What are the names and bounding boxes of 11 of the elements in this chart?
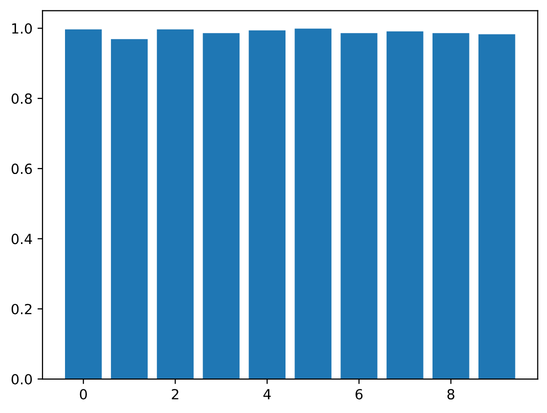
x-tick-label: 8 (447, 388, 454, 400)
y-tick-label: 0.6 (12, 164, 32, 174)
x-tick-label: 2 (172, 388, 178, 400)
x-tick-label: 0 (80, 388, 87, 400)
y-tick-label: 0.0 (12, 374, 32, 384)
x-tick-label: 4 (263, 389, 271, 400)
x-tick-label: 6 (356, 388, 363, 400)
y-tick-label: 0.4 (12, 234, 32, 244)
y-tick-label: 0.2 (12, 304, 32, 314)
y-tick-label: 0.8 (12, 93, 32, 104)
y-tick-label: 1.0 (12, 23, 32, 34)
